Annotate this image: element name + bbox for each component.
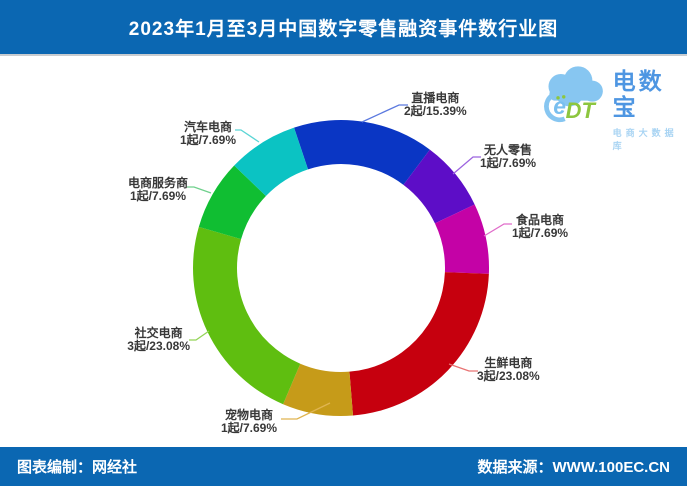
slice-label-live: 直播电商 2起/15.39% [404, 92, 467, 117]
page-title: 2023年1月至3月中国数字零售融资事件数行业图 [128, 18, 559, 40]
slice-label-social: 社交电商 3起/23.08% [127, 327, 190, 352]
footer-bar: 图表编制：网经社 数据来源：WWW.100EC.CN [0, 447, 687, 486]
donut-slice-service[interactable] [198, 165, 266, 240]
slice-value: 1起/7.69% [179, 132, 236, 147]
slice-label-service: 电商服务商 1起/7.69% [128, 177, 188, 202]
slice-name: 食品电商 [516, 213, 565, 227]
leader-line-unmanned [452, 156, 481, 175]
leader-line-pet [281, 402, 331, 420]
donut-slice-food[interactable] [434, 204, 489, 274]
donut-slice-pet[interactable] [283, 363, 354, 416]
donut-slice-fresh[interactable] [349, 272, 489, 416]
slice-name: 电商服务商 [127, 176, 188, 190]
title-bar: 2023年1月至3月中国数字零售融资事件数行业图 [0, 0, 687, 56]
slice-name: 无人零售 [484, 143, 533, 157]
slice-name: 生鲜电商 [484, 356, 533, 370]
slice-value: 1起/7.69% [480, 155, 537, 170]
leader-line-auto [235, 129, 260, 143]
chart-credit: 图表编制：网经社 [17, 459, 138, 476]
slice-label-food: 食品电商 1起/7.69% [512, 214, 568, 239]
donut-slice-live[interactable] [294, 119, 430, 185]
slice-value: 3起/23.08% [127, 338, 190, 353]
slice-value: 3起/23.08% [477, 368, 540, 383]
edt-mark-text: DT [566, 98, 597, 123]
slice-value: 1起/7.69% [512, 225, 569, 240]
donut-slice-unmanned[interactable] [403, 149, 475, 224]
slice-value: 2起/15.39% [404, 103, 467, 118]
slice-value: 1起/7.69% [129, 188, 187, 203]
slice-value: 1起/7.69% [220, 420, 277, 435]
logo-brand-text: 电数宝 [612, 68, 665, 120]
edt-logo: e DT 电数宝 电商大数据库 [538, 62, 687, 152]
slice-name: 宠物电商 [224, 408, 273, 422]
data-source: 数据来源：WWW.100EC.CN [477, 459, 670, 476]
slice-label-unmanned: 无人零售 1起/7.69% [480, 144, 536, 169]
leader-line-fresh [448, 363, 478, 372]
slice-label-auto: 汽车电商 1起/7.69% [180, 121, 236, 146]
donut-slice-auto[interactable] [234, 127, 309, 197]
donut-slice-social[interactable] [193, 226, 301, 405]
leader-line-service [187, 186, 212, 194]
leader-line-live [361, 104, 408, 123]
slice-name: 直播电商 [411, 91, 460, 105]
leader-line-food [483, 223, 512, 237]
svg-text:e: e [553, 93, 566, 119]
slice-name: 社交电商 [134, 326, 183, 340]
slice-name: 汽车电商 [183, 120, 232, 134]
logo-subtitle-text: 电商大数据库 [612, 128, 678, 151]
cloud-icon: e DT [544, 66, 603, 123]
leader-line-social [189, 330, 210, 341]
slice-label-pet: 宠物电商 1起/7.69% [221, 409, 277, 434]
slice-label-fresh: 生鲜电商 3起/23.08% [477, 357, 540, 382]
